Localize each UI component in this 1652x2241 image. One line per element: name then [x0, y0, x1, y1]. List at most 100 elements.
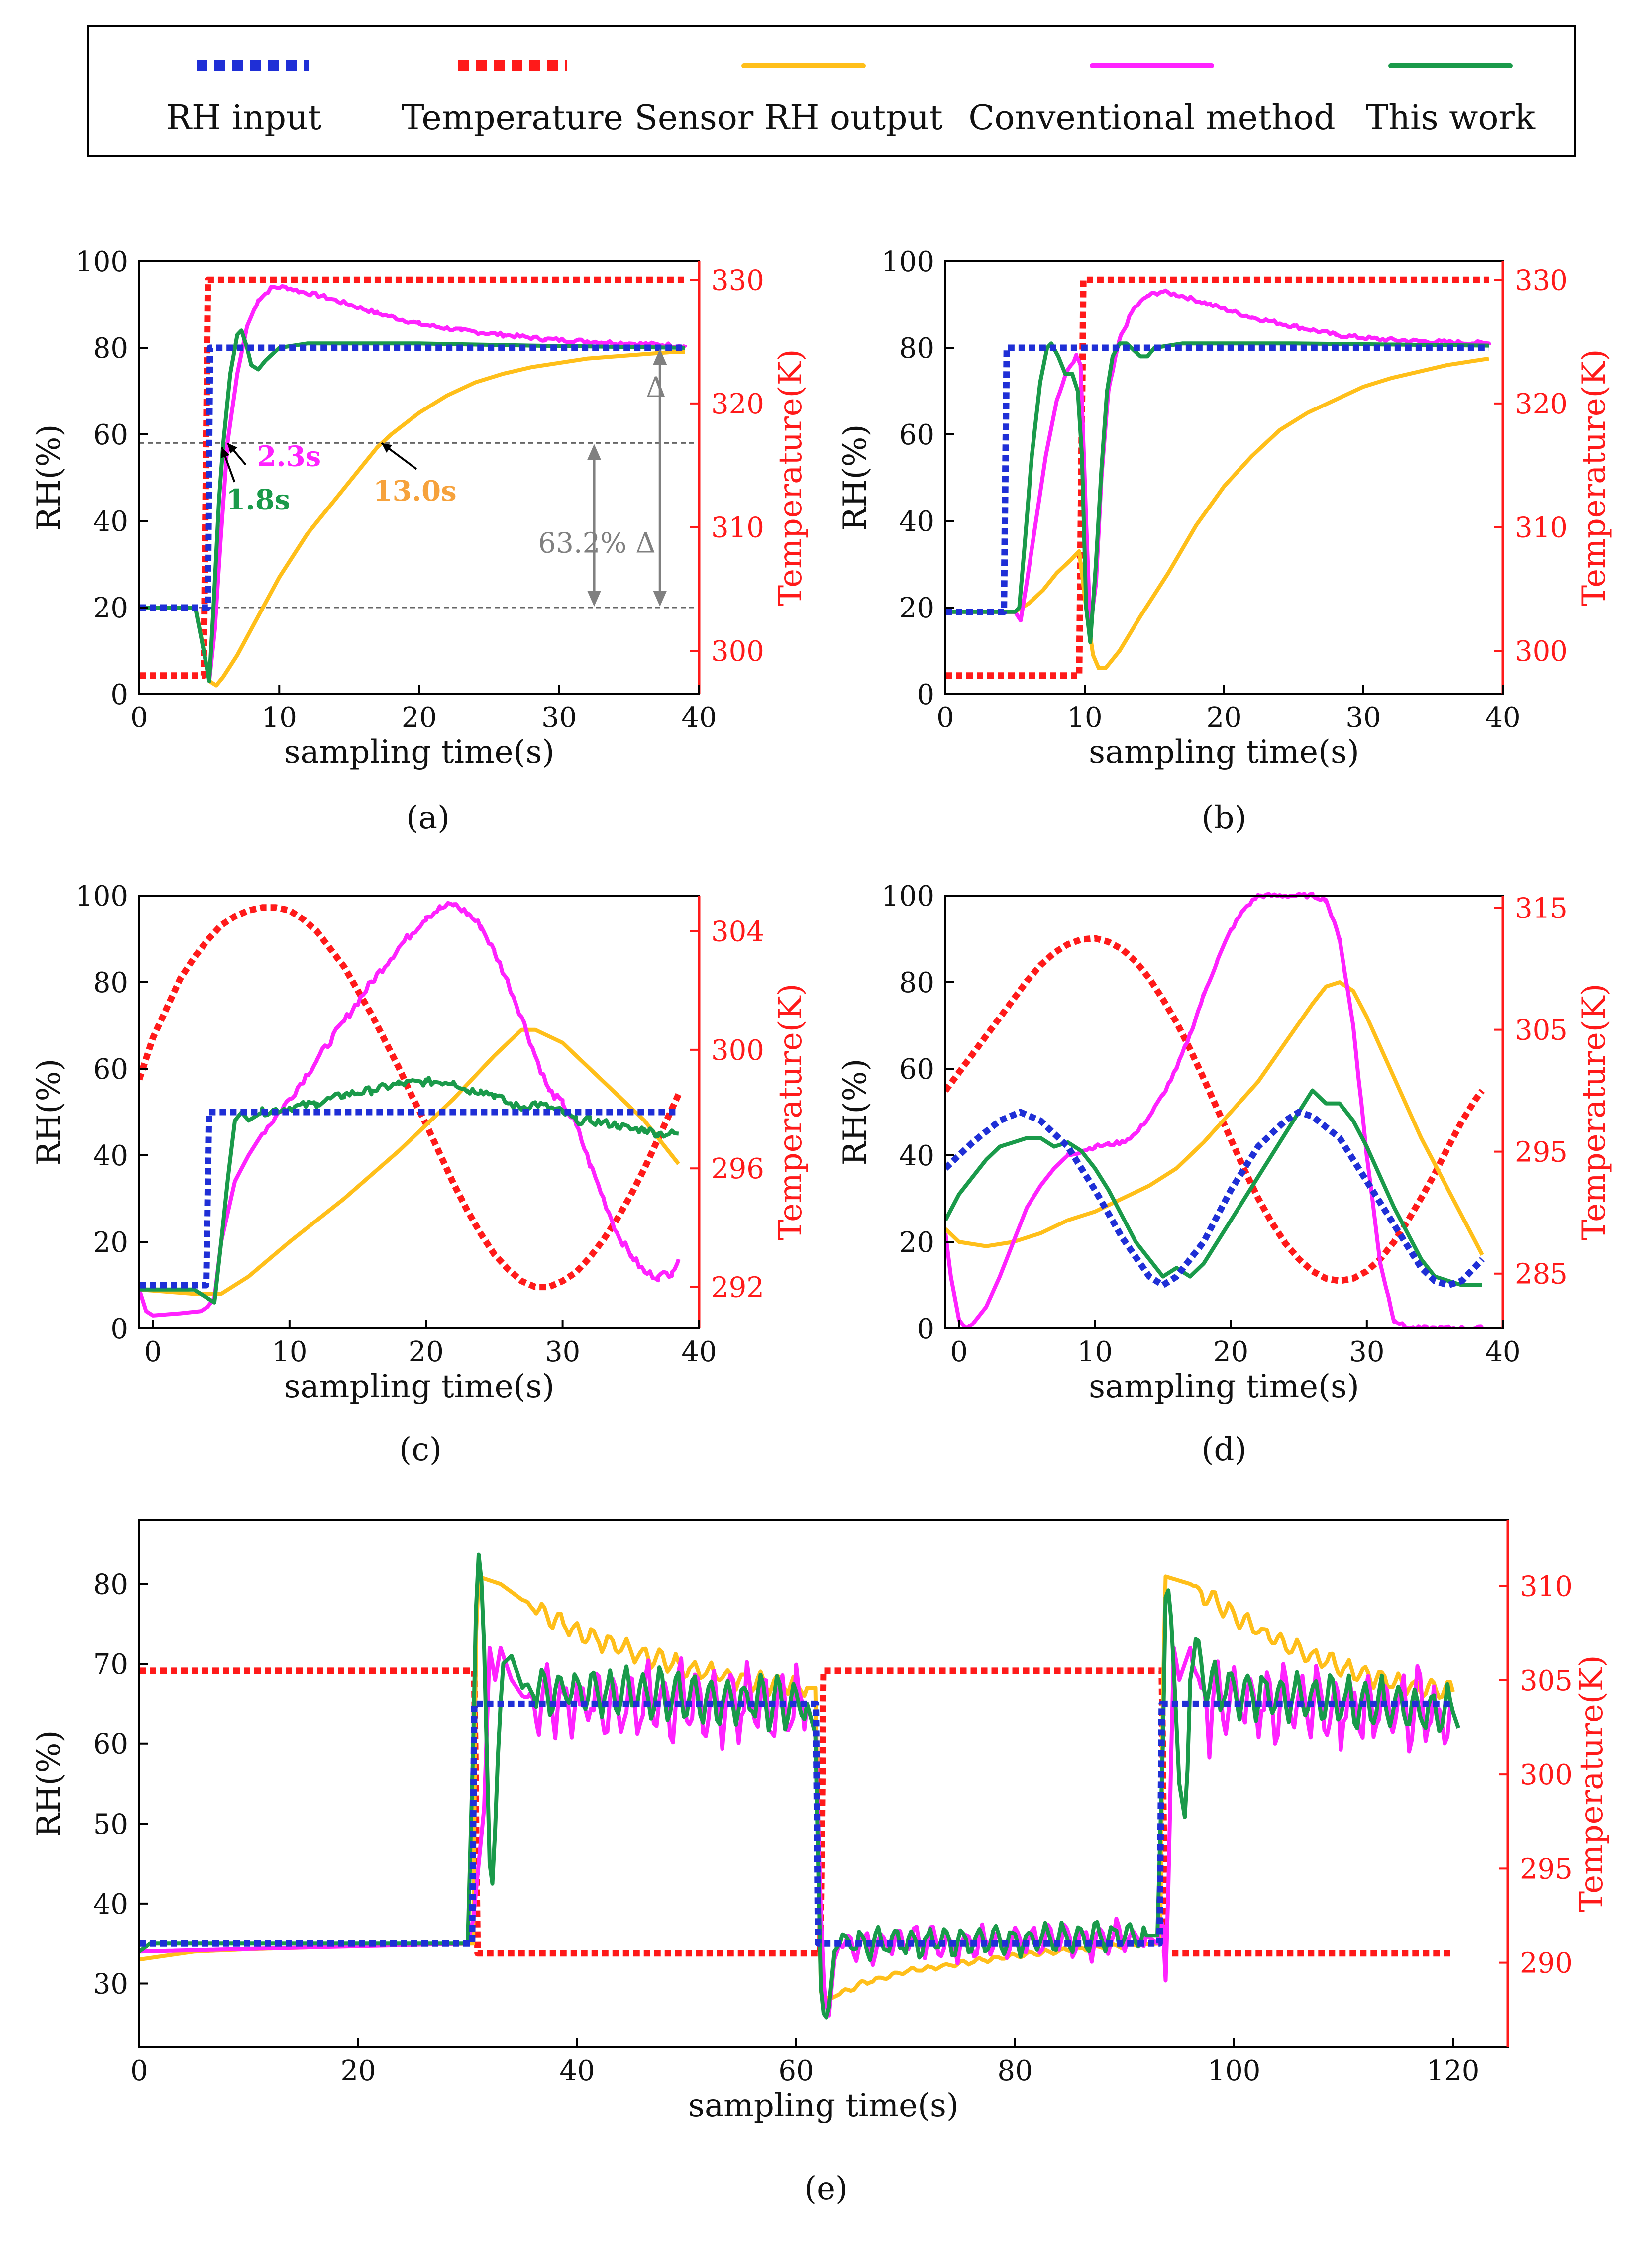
- series-sensor-rh-output: [139, 350, 685, 688]
- x-axis-label: sampling time(s): [284, 1368, 555, 1405]
- y-tick-label: 20: [93, 1226, 128, 1259]
- y2-tick-label: 330: [711, 264, 764, 297]
- y-tick-label: 80: [93, 967, 128, 999]
- y-tick-label: 80: [899, 332, 934, 365]
- y-tick-label: 60: [899, 1053, 934, 1086]
- y2-tick-label: 320: [711, 388, 764, 420]
- x-tick-label: 0: [130, 702, 148, 734]
- chart-panel-b: 0 10 20 30 40 0 20 40 60 80 100 300 310 320 330 samplin…: [837, 246, 1613, 836]
- y-tick-label: 40: [93, 1888, 128, 1921]
- panel-caption: (a): [406, 800, 450, 836]
- x-axis-label: sampling time(s): [688, 2087, 959, 2124]
- series-this-work: [945, 341, 1489, 644]
- legend-label-sensor: Sensor RH output: [634, 99, 942, 138]
- x-tick-label: 60: [778, 2055, 814, 2087]
- y2-tick-label: 285: [1515, 1258, 1568, 1291]
- legend-label-temperature: Temperature: [402, 99, 623, 138]
- series-temperature: [139, 904, 682, 1291]
- pointer-2-3s-head: [227, 443, 238, 454]
- x-tick-label: 0: [130, 2055, 148, 2087]
- x-tick-label: 30: [541, 702, 577, 734]
- y2-tick-label: 300: [711, 1034, 764, 1067]
- pointer-1-8s-head: [220, 447, 230, 458]
- series-temperature: [945, 276, 1489, 679]
- series-rh-input: [945, 1109, 1485, 1289]
- y2-tick-label: 296: [711, 1153, 764, 1185]
- y-tick-label: 40: [899, 1140, 934, 1172]
- y2-axis-label: Temperature(K): [772, 983, 809, 1240]
- y2-axis-label: Temperature(K): [1576, 983, 1613, 1240]
- annotation-3: 63.2% Δ: [538, 527, 656, 560]
- y2-tick-label: 305: [1520, 1665, 1573, 1697]
- y2-tick-label: 295: [1520, 1853, 1573, 1885]
- y-tick-label: 40: [93, 1140, 128, 1172]
- y2-tick-label: 304: [711, 916, 764, 948]
- x-axis-label: sampling time(s): [1089, 1368, 1359, 1405]
- series-temperature: [139, 276, 685, 679]
- chart-panel-a: 0 10 20 30 40 0 20 40 60 80 100 300 310 320 330 samplin…: [31, 246, 809, 836]
- y2-tick-label: 295: [1515, 1136, 1568, 1169]
- series-rh-input: [139, 344, 685, 611]
- y-tick-label: 50: [93, 1808, 128, 1840]
- annotation-0: 2.3s: [257, 440, 321, 473]
- series-conventional-method: [945, 892, 1484, 1328]
- series-this-work: [945, 1088, 1482, 1287]
- x-tick-label: 100: [1208, 2055, 1261, 2087]
- y-axis-label: RH(%): [837, 424, 874, 531]
- series-this-work: [139, 328, 685, 683]
- series-sensor-rh-output: [945, 356, 1489, 670]
- y-axis-label: RH(%): [31, 1059, 68, 1166]
- annotation-1: 1.8s: [226, 484, 290, 516]
- series-this-work: [139, 1076, 680, 1305]
- delta-63-arrow-head-bottom: [587, 591, 602, 607]
- y-tick-label: 60: [93, 1053, 128, 1086]
- annotation-2: 13.0s: [373, 475, 457, 508]
- x-tick-label: 40: [1485, 1336, 1520, 1368]
- x-tick-label: 10: [262, 702, 297, 734]
- x-tick-label: 10: [272, 1336, 307, 1368]
- y2-axis-label: Temperature(K): [1573, 1655, 1610, 1912]
- y-tick-label: 60: [93, 1729, 128, 1761]
- y-tick-label: 0: [110, 1313, 128, 1345]
- panel-caption: (b): [1202, 800, 1247, 836]
- y-tick-label: 20: [899, 1226, 934, 1259]
- chart-panel-c: 0 10 20 30 40 0 20 40 60 80 100 292 296 300 304 samplin…: [31, 880, 809, 1468]
- x-axis-label: sampling time(s): [1089, 734, 1359, 771]
- y-tick-label: 0: [917, 679, 934, 711]
- y-tick-label: 0: [110, 679, 128, 711]
- y-tick-label: 80: [899, 967, 934, 999]
- y-axis-label: RH(%): [31, 1731, 68, 1837]
- series-rh-input: [139, 1109, 679, 1289]
- legend: RH input Temperature Sensor RH output Co…: [87, 25, 1576, 157]
- y2-tick-label: 320: [1515, 388, 1568, 420]
- y2-tick-label: 290: [1520, 1947, 1573, 1980]
- y-tick-label: 60: [899, 419, 934, 451]
- series-conventional-method: [139, 901, 681, 1318]
- y-tick-label: 40: [899, 506, 934, 538]
- chart-panel-e: 0 20 40 60 80 100 120 30 40 50 60 70 80 290 295 300 305 3…: [31, 1519, 1610, 2207]
- y-tick-label: 0: [917, 1313, 934, 1345]
- x-tick-label: 120: [1427, 2055, 1480, 2087]
- y-tick-label: 100: [881, 880, 934, 913]
- y2-tick-label: 310: [711, 511, 764, 544]
- y-tick-label: 40: [93, 506, 128, 538]
- y2-axis-label: Temperature(K): [772, 349, 809, 606]
- y-tick-label: 60: [93, 419, 128, 451]
- delta-arrow-head-bottom: [653, 591, 667, 607]
- y2-tick-label: 315: [1515, 893, 1568, 925]
- y-axis-label: RH(%): [31, 424, 68, 531]
- chart-panel-d: 0 10 20 30 40 0 20 40 60 80 100 285 295 305 315 samplin…: [837, 880, 1613, 1468]
- delta-arrow-head-top: [653, 349, 667, 365]
- x-tick-label: 40: [559, 2055, 595, 2087]
- x-tick-label: 30: [1349, 1336, 1384, 1368]
- y-tick-label: 100: [881, 246, 934, 278]
- x-tick-label: 30: [545, 1336, 580, 1368]
- x-tick-label: 40: [1485, 702, 1520, 734]
- y2-tick-label: 330: [1515, 264, 1568, 297]
- panel-caption: (c): [399, 1431, 442, 1468]
- y-tick-label: 100: [75, 246, 128, 278]
- y-tick-label: 80: [93, 1568, 128, 1601]
- y-tick-label: 70: [93, 1648, 128, 1681]
- series-conventional-method: [139, 284, 687, 683]
- x-tick-label: 10: [1077, 1336, 1113, 1368]
